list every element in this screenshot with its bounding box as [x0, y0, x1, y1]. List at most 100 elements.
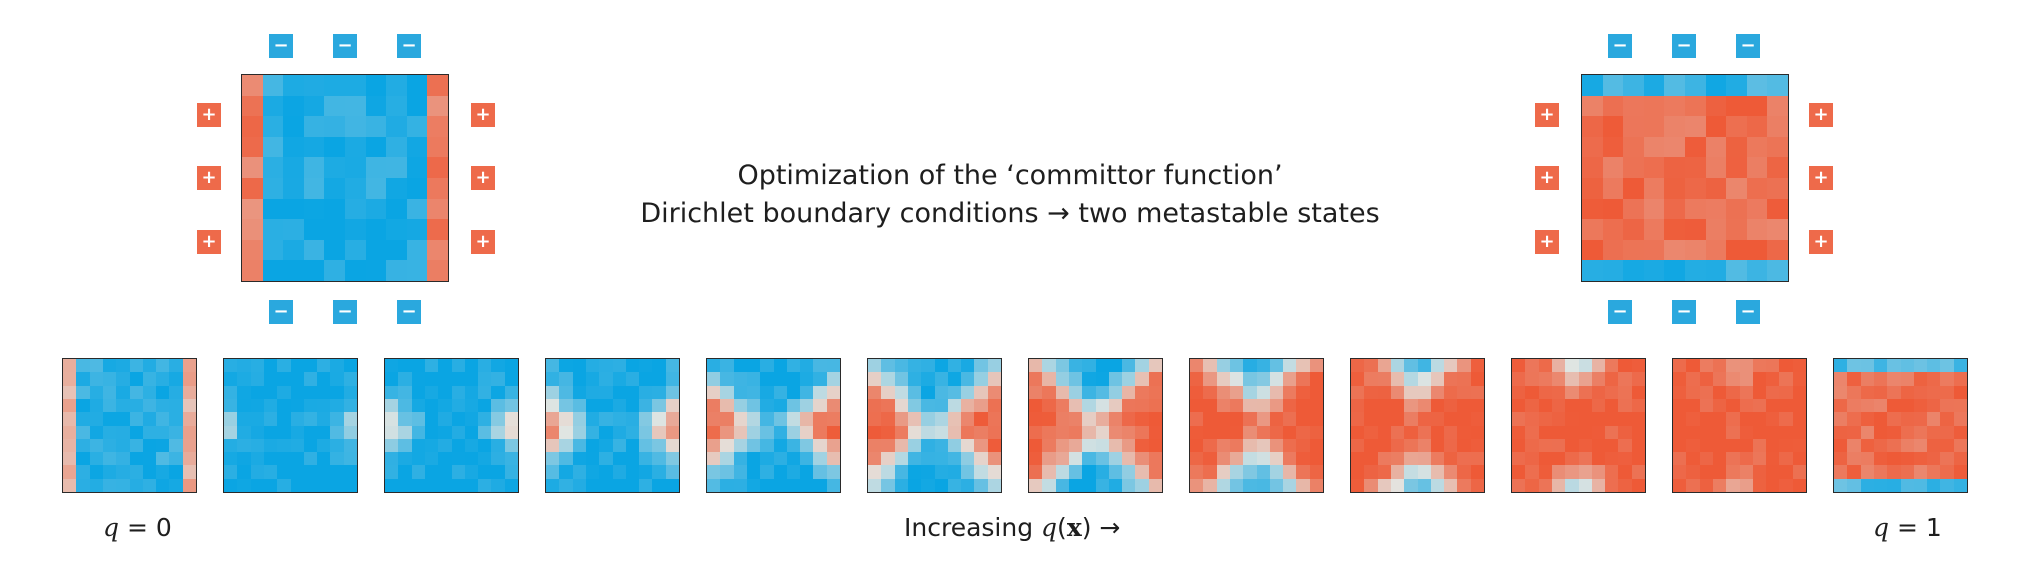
grid-cell — [385, 425, 399, 439]
grid-cell — [1860, 438, 1874, 453]
grid-cell — [1685, 136, 1706, 158]
grid-cell — [250, 425, 264, 439]
grid-cell — [1705, 219, 1727, 240]
grid-cell — [585, 412, 600, 426]
grid-cell — [182, 478, 196, 492]
grid-cell — [1792, 372, 1806, 386]
grid-cell — [760, 478, 774, 492]
grid-cell — [345, 75, 366, 96]
plus-badge-right-side-1: + — [471, 103, 495, 127]
grid-cell — [813, 478, 827, 492]
grid-cell — [1873, 478, 1888, 492]
grid-cell — [478, 465, 492, 479]
grid-cell — [1565, 412, 1579, 426]
grid-cell — [277, 398, 291, 413]
grid-cell — [169, 359, 183, 373]
grid-cell — [1148, 465, 1162, 479]
grid-cell — [1705, 178, 1727, 199]
grid-cell — [1643, 178, 1665, 199]
grid-cell — [1739, 359, 1753, 373]
grid-cell — [169, 385, 183, 399]
grid-cell — [1779, 438, 1793, 453]
grid-cell — [720, 438, 734, 453]
grid-cell — [1525, 398, 1539, 413]
grid-cell — [451, 465, 465, 479]
grid-cell — [1082, 478, 1096, 492]
grid-cell — [242, 75, 263, 96]
grid-cell — [1243, 478, 1257, 492]
grid-cell — [1068, 372, 1083, 386]
grid-cell — [1283, 478, 1297, 492]
grid-cell — [813, 465, 827, 479]
sequence-frame-3 — [384, 358, 519, 493]
grid-cell — [1591, 438, 1606, 453]
grid-cell — [934, 425, 948, 439]
grid-cell — [1390, 372, 1405, 386]
grid-cell — [1055, 359, 1069, 373]
grid-cell — [1779, 385, 1793, 399]
grid-cell — [1565, 452, 1579, 466]
plus-badge-left-side-2: + — [197, 166, 221, 190]
grid-cell — [987, 372, 1001, 386]
grid-cell — [250, 452, 264, 466]
grid-cell — [1444, 398, 1458, 413]
grid-cell — [129, 385, 143, 399]
grid-cell — [386, 157, 407, 178]
grid-cell — [303, 136, 325, 158]
grid-cell — [1591, 398, 1606, 413]
grid-cell — [1444, 425, 1458, 439]
grid-cell — [1582, 178, 1603, 199]
grid-cell — [599, 452, 613, 466]
grid-cell — [1887, 412, 1901, 426]
grid-cell — [665, 465, 679, 479]
grid-cell — [263, 452, 278, 466]
grid-cell — [1364, 438, 1378, 453]
grid-cell — [1203, 359, 1217, 373]
grid-cell — [652, 425, 666, 439]
grid-cell — [813, 452, 827, 466]
grid-cell — [546, 359, 560, 373]
grid-cell — [800, 398, 814, 413]
grid-cell — [250, 465, 264, 479]
grid-cell — [599, 398, 613, 413]
grid-cell — [1767, 157, 1788, 178]
grid-cell — [1591, 478, 1606, 492]
grid-cell — [665, 425, 679, 439]
grid-cell — [438, 412, 452, 426]
grid-cell — [1712, 452, 1727, 466]
grid-cell — [1364, 412, 1378, 426]
grid-cell — [1739, 398, 1753, 413]
grid-cell — [89, 412, 103, 426]
grid-cell — [546, 425, 560, 439]
grid-cell — [1029, 412, 1043, 426]
grid-cell — [1582, 260, 1603, 281]
grid-cell — [1618, 425, 1632, 439]
grid-cell — [612, 452, 626, 466]
grid-cell — [1417, 385, 1431, 399]
grid-cell — [1699, 372, 1713, 386]
grid-cell — [1602, 239, 1624, 261]
grid-cell — [1190, 412, 1204, 426]
grid-cell — [464, 412, 479, 426]
grid-cell — [1900, 412, 1914, 426]
grid-cell — [1512, 465, 1526, 479]
grid-cell — [1417, 478, 1431, 492]
grid-cell — [1538, 425, 1552, 439]
grid-cell — [1444, 359, 1458, 373]
grid-cell — [1538, 412, 1552, 426]
grid-cell — [1404, 385, 1418, 399]
grid-cell — [330, 478, 344, 492]
grid-cell — [1953, 398, 1967, 413]
grid-cell — [1927, 412, 1941, 426]
grid-cell — [277, 452, 291, 466]
grid-cell — [1122, 452, 1136, 466]
grid-cell — [1913, 412, 1928, 426]
grid-cell — [303, 412, 318, 426]
grid-cell — [987, 425, 1001, 439]
grid-cell — [1296, 452, 1310, 466]
grid-cell — [102, 452, 117, 466]
grid-cell — [478, 385, 492, 399]
grid-cell — [290, 398, 304, 413]
grid-cell — [182, 452, 196, 466]
grid-cell — [224, 452, 238, 466]
